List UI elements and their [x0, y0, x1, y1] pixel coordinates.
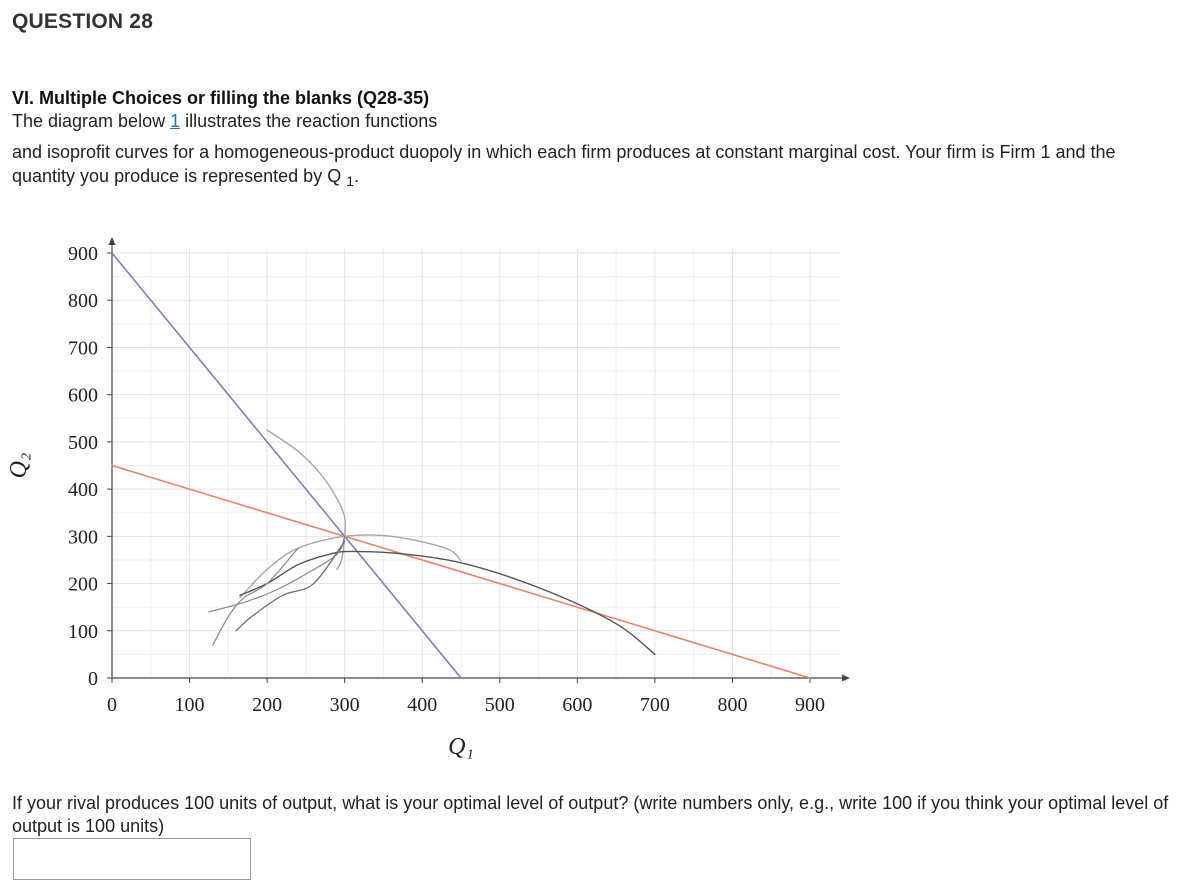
- reaction-function-diagram: 0 100 200 300 400 500 600 700 800 900 0 100 200 300 40…: [6, 222, 870, 772]
- x-tick-label: 600: [562, 694, 592, 716]
- x-axis-title: Q₁: [448, 734, 474, 760]
- y-tick-label: 300: [68, 526, 98, 548]
- y-tick-label: 600: [68, 385, 98, 407]
- question-title: QUESTION 28: [12, 10, 154, 33]
- intro-text-after: illustrates the reaction functions: [180, 111, 438, 131]
- x-tick-label: 700: [640, 694, 670, 716]
- y-tick-label: 700: [68, 337, 98, 359]
- y-tick-label: 500: [68, 432, 98, 454]
- series-curve-5: [208, 535, 346, 613]
- x-tick-label: 500: [485, 694, 515, 716]
- question-prompt: If your rival produces 100 units of outp…: [12, 793, 1169, 836]
- y-tick-label: 200: [68, 574, 98, 596]
- x-tick-label: 0: [107, 694, 117, 716]
- y-axis-arrow: [108, 237, 116, 245]
- y-tick-label: 0: [88, 668, 98, 690]
- question-paragraph: and isoprofit curves for a homogeneous-p…: [12, 140, 1182, 193]
- series-curve-6: [235, 540, 346, 632]
- x-axis-arrow: [842, 674, 850, 682]
- intro-line: The diagram below 1 illustrates the reac…: [12, 111, 437, 132]
- intro-text-before: The diagram below: [12, 111, 171, 131]
- y-tick-label: 900: [68, 243, 98, 265]
- y-tick-label: 800: [68, 290, 98, 312]
- x-tick-label: 900: [795, 694, 825, 716]
- chart-series: [111, 252, 811, 679]
- series-curve-0: [111, 464, 811, 679]
- x-tick-label: 100: [175, 694, 205, 716]
- answer-input[interactable]: [13, 838, 251, 880]
- x-tick-label: 400: [407, 694, 437, 716]
- series-curve-4: [239, 550, 656, 656]
- series-curve-2: [266, 429, 347, 571]
- x-tick-label: 200: [252, 694, 282, 716]
- paragraph-subscript: 1: [346, 173, 354, 189]
- chart-grid: [112, 249, 840, 678]
- series-curve-7: [212, 547, 299, 646]
- chart-svg: 0 100 200 300 400 500 600 700 800 900 0 100 200 300 40…: [6, 237, 850, 760]
- series-curve-1: [111, 252, 462, 679]
- chart-labels: 0 100 200 300 400 500 600 700 800 900 0 100 200 300 40…: [6, 243, 825, 760]
- y-tick-label: 100: [68, 621, 98, 643]
- chart-axes: [107, 237, 850, 683]
- x-tick-label: 300: [330, 694, 360, 716]
- paragraph-end: .: [354, 166, 360, 186]
- x-tick-label: 800: [717, 694, 747, 716]
- footnote-link[interactable]: 1: [170, 111, 181, 131]
- paragraph-text: and isoprofit curves for a homogeneous-p…: [12, 142, 1116, 186]
- section-heading: VI. Multiple Choices or filling the blan…: [12, 88, 430, 108]
- y-tick-label: 400: [68, 479, 98, 501]
- y-axis-title: Q₂: [10, 453, 32, 479]
